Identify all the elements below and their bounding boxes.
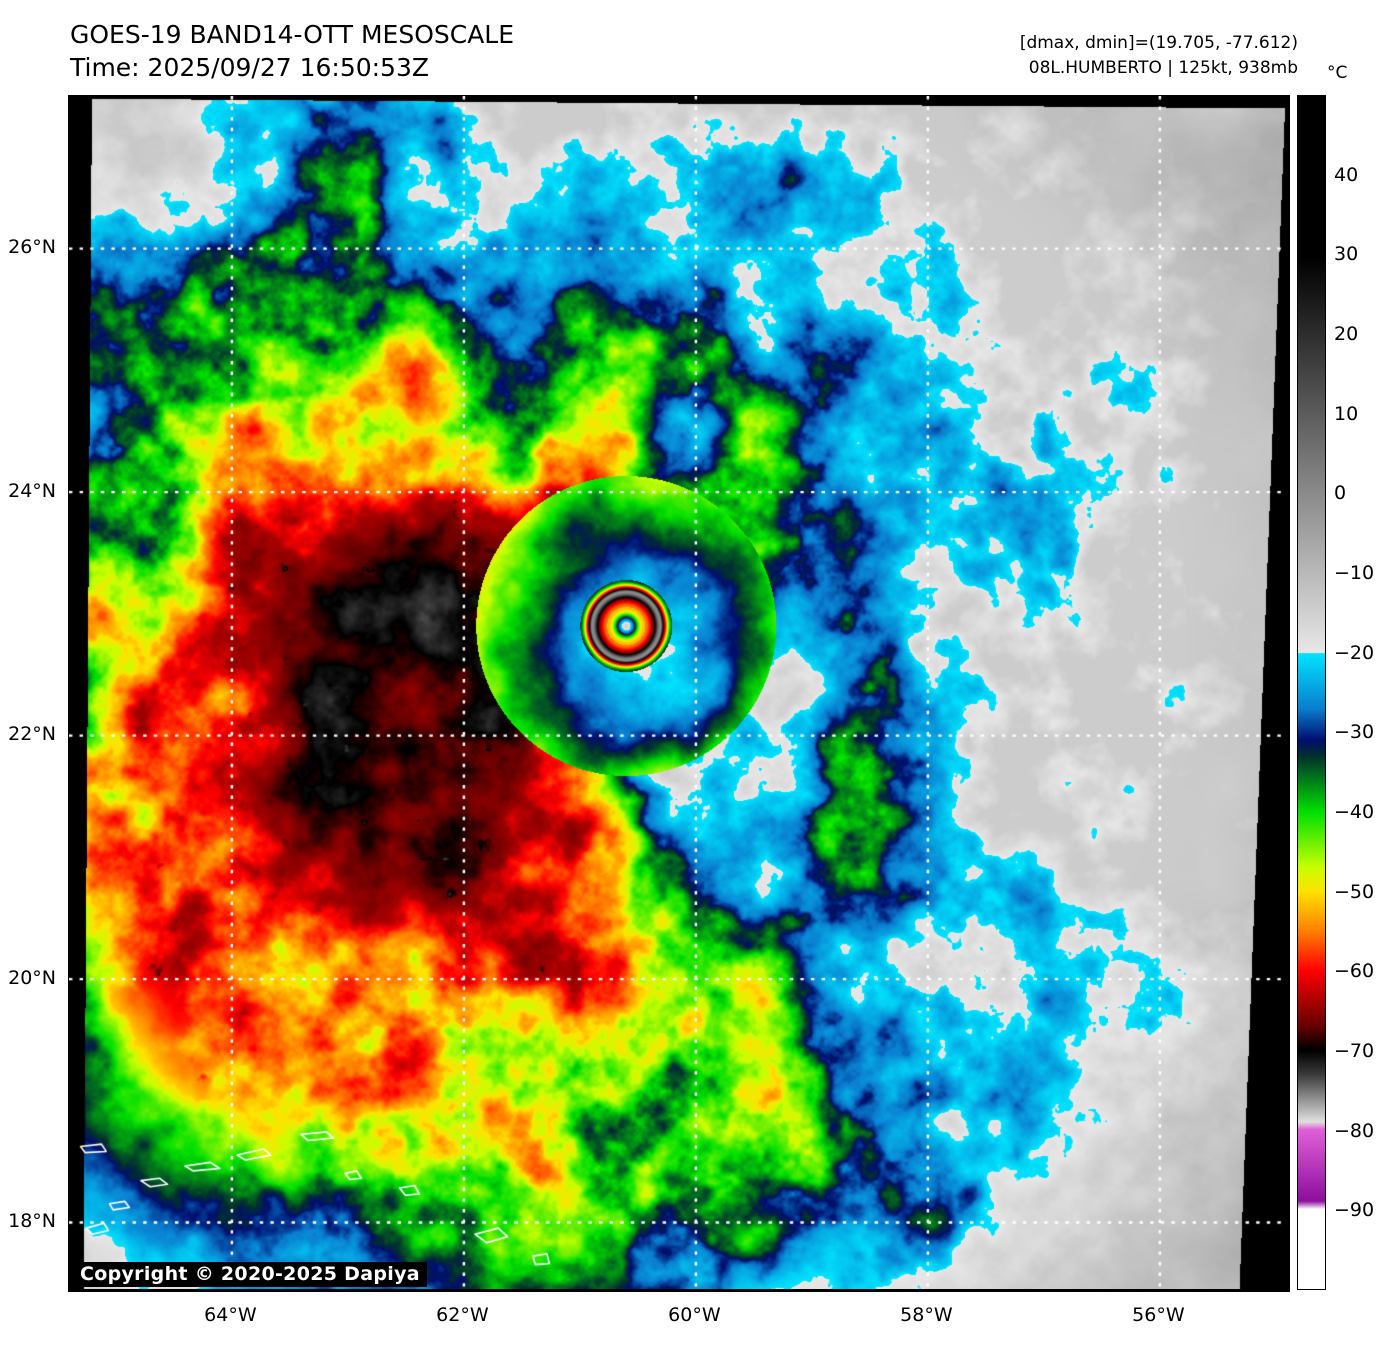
colorbar <box>1297 95 1326 1290</box>
colorbar-tick-label: 20 <box>1334 323 1359 345</box>
storm-info-label: 08L.HUMBERTO | 125kt, 938mb <box>1028 57 1298 78</box>
longitude-tick-label: 60°W <box>668 1304 721 1326</box>
colorbar-tick-label: 0 <box>1334 482 1347 505</box>
colorbar-tick-label: −20 <box>1334 641 1375 664</box>
colorbar-tick-label: −30 <box>1334 721 1375 744</box>
page-title: GOES-19 BAND14-OTT MESOSCALE <box>70 20 515 49</box>
colorbar-tick-label: −40 <box>1334 801 1375 823</box>
latitude-tick-label: 26°N <box>8 236 56 259</box>
colorbar-tick-label: −60 <box>1334 960 1375 983</box>
longitude-tick-label: 56°W <box>1132 1304 1185 1326</box>
longitude-tick-label: 64°W <box>204 1304 257 1326</box>
colorbar-tick-label: 10 <box>1334 402 1359 425</box>
colorbar-gradient <box>1298 96 1325 1289</box>
colorbar-tick-label: −70 <box>1334 1040 1375 1062</box>
colorbar-tick-label: 30 <box>1334 243 1359 266</box>
title-block: GOES-19 BAND14-OTT MESOSCALE Time: 2025/… <box>70 18 514 84</box>
satellite-imagery-canvas <box>69 96 1287 1289</box>
colorbar-tick-label: −90 <box>1334 1199 1375 1222</box>
latitude-tick-label: 20°N <box>8 966 56 989</box>
colorbar-tick-label: −10 <box>1334 562 1375 584</box>
latitude-tick-label: 24°N <box>8 479 56 502</box>
satellite-image-plot: Copyright © 2020-2025 Dapiya <box>68 95 1290 1292</box>
timestamp-label: Time: 2025/09/27 16:50:53Z <box>70 53 429 82</box>
latitude-tick-label: 18°N <box>8 1210 56 1233</box>
colorbar-tick-label: −50 <box>1334 880 1375 903</box>
colorbar-tick-label: −80 <box>1334 1119 1375 1142</box>
dmax-dmin-label: [dmax, dmin]=(19.705, -77.612) <box>1019 33 1298 53</box>
latitude-tick-label: 22°N <box>8 723 56 746</box>
copyright-label: Copyright © 2020-2025 Dapiya <box>77 1262 427 1287</box>
colorbar-tick-label: 40 <box>1334 163 1359 186</box>
longitude-tick-label: 58°W <box>900 1304 953 1326</box>
longitude-tick-label: 62°W <box>436 1304 489 1326</box>
metadata-block: [dmax, dmin]=(19.705, -77.612) 08L.HUMBE… <box>1020 31 1298 80</box>
colorbar-unit-label: °C <box>1327 63 1348 83</box>
